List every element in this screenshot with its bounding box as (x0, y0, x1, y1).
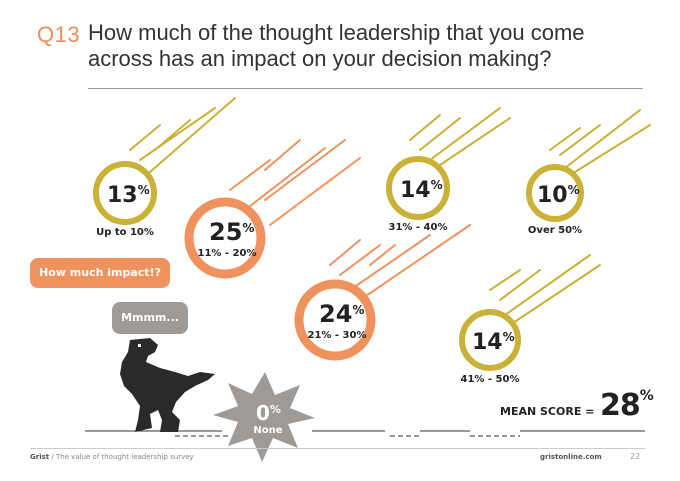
dinosaur-icon (120, 338, 215, 432)
streak-line (329, 239, 361, 266)
bubble-circle (386, 156, 450, 220)
streak-line (574, 124, 651, 173)
bubble-circle (93, 161, 157, 225)
bubble-1: 13% Up to 10% (93, 161, 157, 238)
streak-line (509, 264, 601, 326)
page-number: 22 (630, 452, 641, 461)
footer-divider (30, 448, 645, 449)
ground-line (85, 430, 645, 437)
streak-line (499, 269, 541, 301)
streak-line (149, 97, 236, 173)
footer-brand: Grist / The value of thought leadership … (30, 453, 194, 461)
mean-score-value: 28 (599, 388, 641, 423)
bubble-value: 10% (537, 183, 580, 208)
bubble-value: 13% (107, 183, 150, 208)
footer-subtitle: / The value of thought leadership survey (51, 453, 194, 461)
bubble-category: 21% - 30% (308, 330, 367, 341)
none-category: None (253, 425, 282, 436)
bubble-circle (184, 197, 266, 279)
streak-line (564, 109, 641, 169)
streak-line (549, 127, 581, 151)
bubble-4: 14% 31% - 40% (386, 156, 450, 233)
streak-line (559, 124, 601, 156)
none-starburst (213, 372, 315, 462)
streak-line (264, 139, 301, 171)
streak-line (349, 234, 431, 291)
bubble-category: Over 50% (528, 225, 582, 236)
streak-line (369, 244, 396, 266)
bubble-category: Up to 10% (96, 227, 154, 238)
streak-line (264, 139, 346, 201)
streak-line (129, 124, 161, 151)
mean-score: MEAN SCORE = 28% (500, 388, 654, 423)
bubble-value: 25% (209, 218, 254, 246)
bubble-6: 10% Over 50% (526, 164, 584, 236)
streak-line (409, 114, 441, 141)
bubble-3: 24% 21% - 30% (294, 279, 376, 361)
bubble-category: 11% - 20% (198, 248, 257, 259)
bubble-category: 31% - 40% (389, 222, 448, 233)
meteor-streaks (129, 97, 651, 326)
bubble-2: 25% 11% - 20% (184, 197, 266, 279)
bubble-circle (294, 279, 376, 361)
bubble-5: 14% 41% - 50% (459, 309, 521, 385)
streak-line (229, 159, 271, 191)
none-value: 0% (256, 401, 281, 425)
title-divider (88, 88, 643, 89)
bubble-value: 14% (472, 330, 515, 355)
streak-line (359, 224, 471, 301)
question-number: Q13 (37, 22, 81, 47)
streak-line (244, 147, 326, 211)
streak-line (339, 244, 381, 276)
footer-site: gristonline.com (540, 453, 602, 461)
speech-bubble-answer: Mmmm... (112, 302, 188, 334)
bubble-circle (526, 164, 584, 222)
streak-line (429, 107, 501, 161)
streak-line (154, 119, 191, 151)
bubble-circle (459, 309, 521, 371)
bubble-value: 14% (400, 178, 443, 203)
bubble-value: 24% (319, 300, 364, 328)
streak-line (489, 269, 521, 291)
speech-bubble-question: How much impact!? (30, 258, 170, 288)
page-title: How much of the thought leadership that … (88, 20, 585, 71)
streak-line (419, 117, 461, 151)
footer-brand-name: Grist (30, 453, 50, 461)
mean-score-label: MEAN SCORE = (500, 405, 595, 418)
mean-score-unit: % (639, 388, 654, 404)
streak-line (139, 107, 216, 161)
streak-line (269, 157, 361, 226)
bubble-category: 41% - 50% (461, 374, 520, 385)
streak-line (504, 254, 591, 316)
streak-line (439, 117, 511, 166)
